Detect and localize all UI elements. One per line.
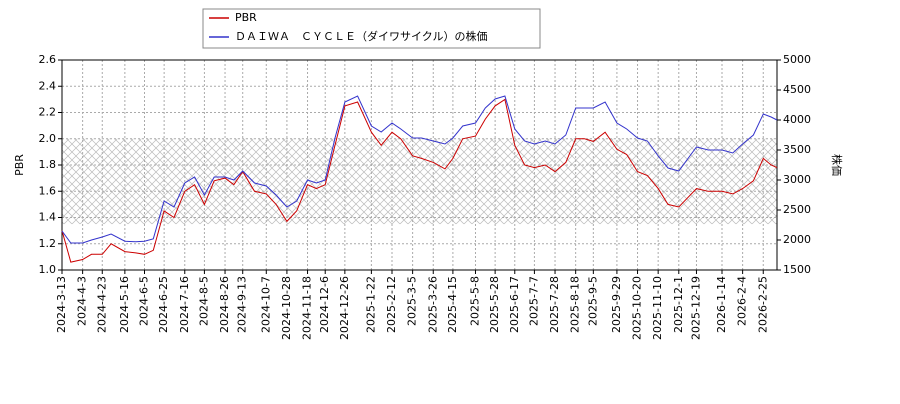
- x-tick-label: 2025-1-22: [364, 276, 377, 333]
- y2-tick-label: 4500: [783, 83, 811, 96]
- legend-label: ＤＡＩＷＡ ＣＹＣＬＥ（ダイワサイクル）の株価: [235, 29, 487, 43]
- x-tick-label: 2025-10-20: [631, 276, 644, 340]
- x-tick-label: 2025-5-28: [488, 276, 501, 333]
- x-tick-label: 2024-6-25: [157, 276, 170, 333]
- x-tick-label: 2026-1-14: [715, 276, 728, 333]
- y2-axis-title: 株価: [830, 154, 844, 176]
- x-tick-label: 2025-6-17: [508, 276, 521, 333]
- y-tick-label: 2.4: [39, 79, 57, 92]
- x-tick-label: 2025-8-18: [569, 276, 582, 333]
- x-tick-label: 2024-3-13: [55, 276, 68, 333]
- x-tick-label: 2025-5-8: [468, 276, 481, 326]
- series-line: [61, 95, 778, 244]
- y-tick-label: 2.6: [39, 53, 57, 66]
- x-tick-label: 2024-11-18: [301, 276, 314, 340]
- legend-box: [202, 8, 541, 49]
- x-tick-label: 2025-2-12: [385, 276, 398, 333]
- x-tick-label: 2024-5-16: [118, 276, 131, 333]
- y-tick-label: 1.0: [39, 263, 57, 276]
- x-tick-label: 2024-7-16: [178, 276, 191, 333]
- y-tick-label: 1.6: [39, 184, 57, 197]
- x-tick-label: 2025-9-29: [610, 276, 623, 333]
- y2-tick-label: 5000: [783, 53, 811, 66]
- x-tick-label: 2025-12-19: [689, 276, 702, 340]
- x-tick-label: 2024-4-23: [95, 276, 108, 333]
- shaded-band: [62, 138, 777, 225]
- x-tick-label: 2026-2-25: [756, 276, 769, 333]
- plot-frame: [61, 59, 778, 271]
- x-tick-label: 2025-12-1: [672, 276, 685, 333]
- x-tick-label: 2024-9-13: [236, 276, 249, 333]
- x-tick-label: 2024-8-26: [218, 276, 231, 333]
- x-tick-label: 2024-6-5: [138, 276, 151, 326]
- x-tick-label: 2025-7-7: [527, 276, 540, 326]
- x-tick-label: 2026-2-4: [736, 276, 749, 326]
- x-tick-label: 2024-4-3: [76, 276, 89, 326]
- x-tick-label: 2025-4-15: [446, 276, 459, 333]
- x-tick-label: 2025-3-26: [426, 276, 439, 333]
- y2-tick-label: 1500: [783, 263, 811, 276]
- y-tick-label: 1.4: [39, 211, 57, 224]
- y-tick-label: 1.2: [39, 237, 57, 250]
- x-tick-label: 2024-8-5: [197, 276, 210, 326]
- y-axis-title: PBR: [13, 154, 26, 176]
- x-tick-label: 2024-10-28: [280, 276, 293, 340]
- x-tick-label: 2024-12-6: [318, 276, 331, 333]
- y2-tick-label: 3000: [783, 173, 811, 186]
- x-tick-label: 2024-12-26: [338, 276, 351, 340]
- x-tick-label: 2024-10-7: [259, 276, 272, 333]
- x-tick-label: 2025-3-5: [406, 276, 419, 326]
- x-tick-label: 2025-7-28: [548, 276, 561, 333]
- y-tick-label: 2.0: [39, 132, 57, 145]
- y-tick-label: 2.2: [39, 106, 57, 119]
- series-line: [61, 98, 778, 263]
- legend-label: PBR: [235, 11, 257, 24]
- y2-tick-label: 2500: [783, 203, 811, 216]
- y2-tick-label: 3500: [783, 143, 811, 156]
- x-tick-label: 2025-9-5: [586, 276, 599, 326]
- y-tick-label: 1.8: [39, 158, 57, 171]
- y2-tick-label: 2000: [783, 233, 811, 246]
- x-tick-label: 2025-11-10: [651, 276, 664, 340]
- y2-tick-label: 4000: [783, 113, 811, 126]
